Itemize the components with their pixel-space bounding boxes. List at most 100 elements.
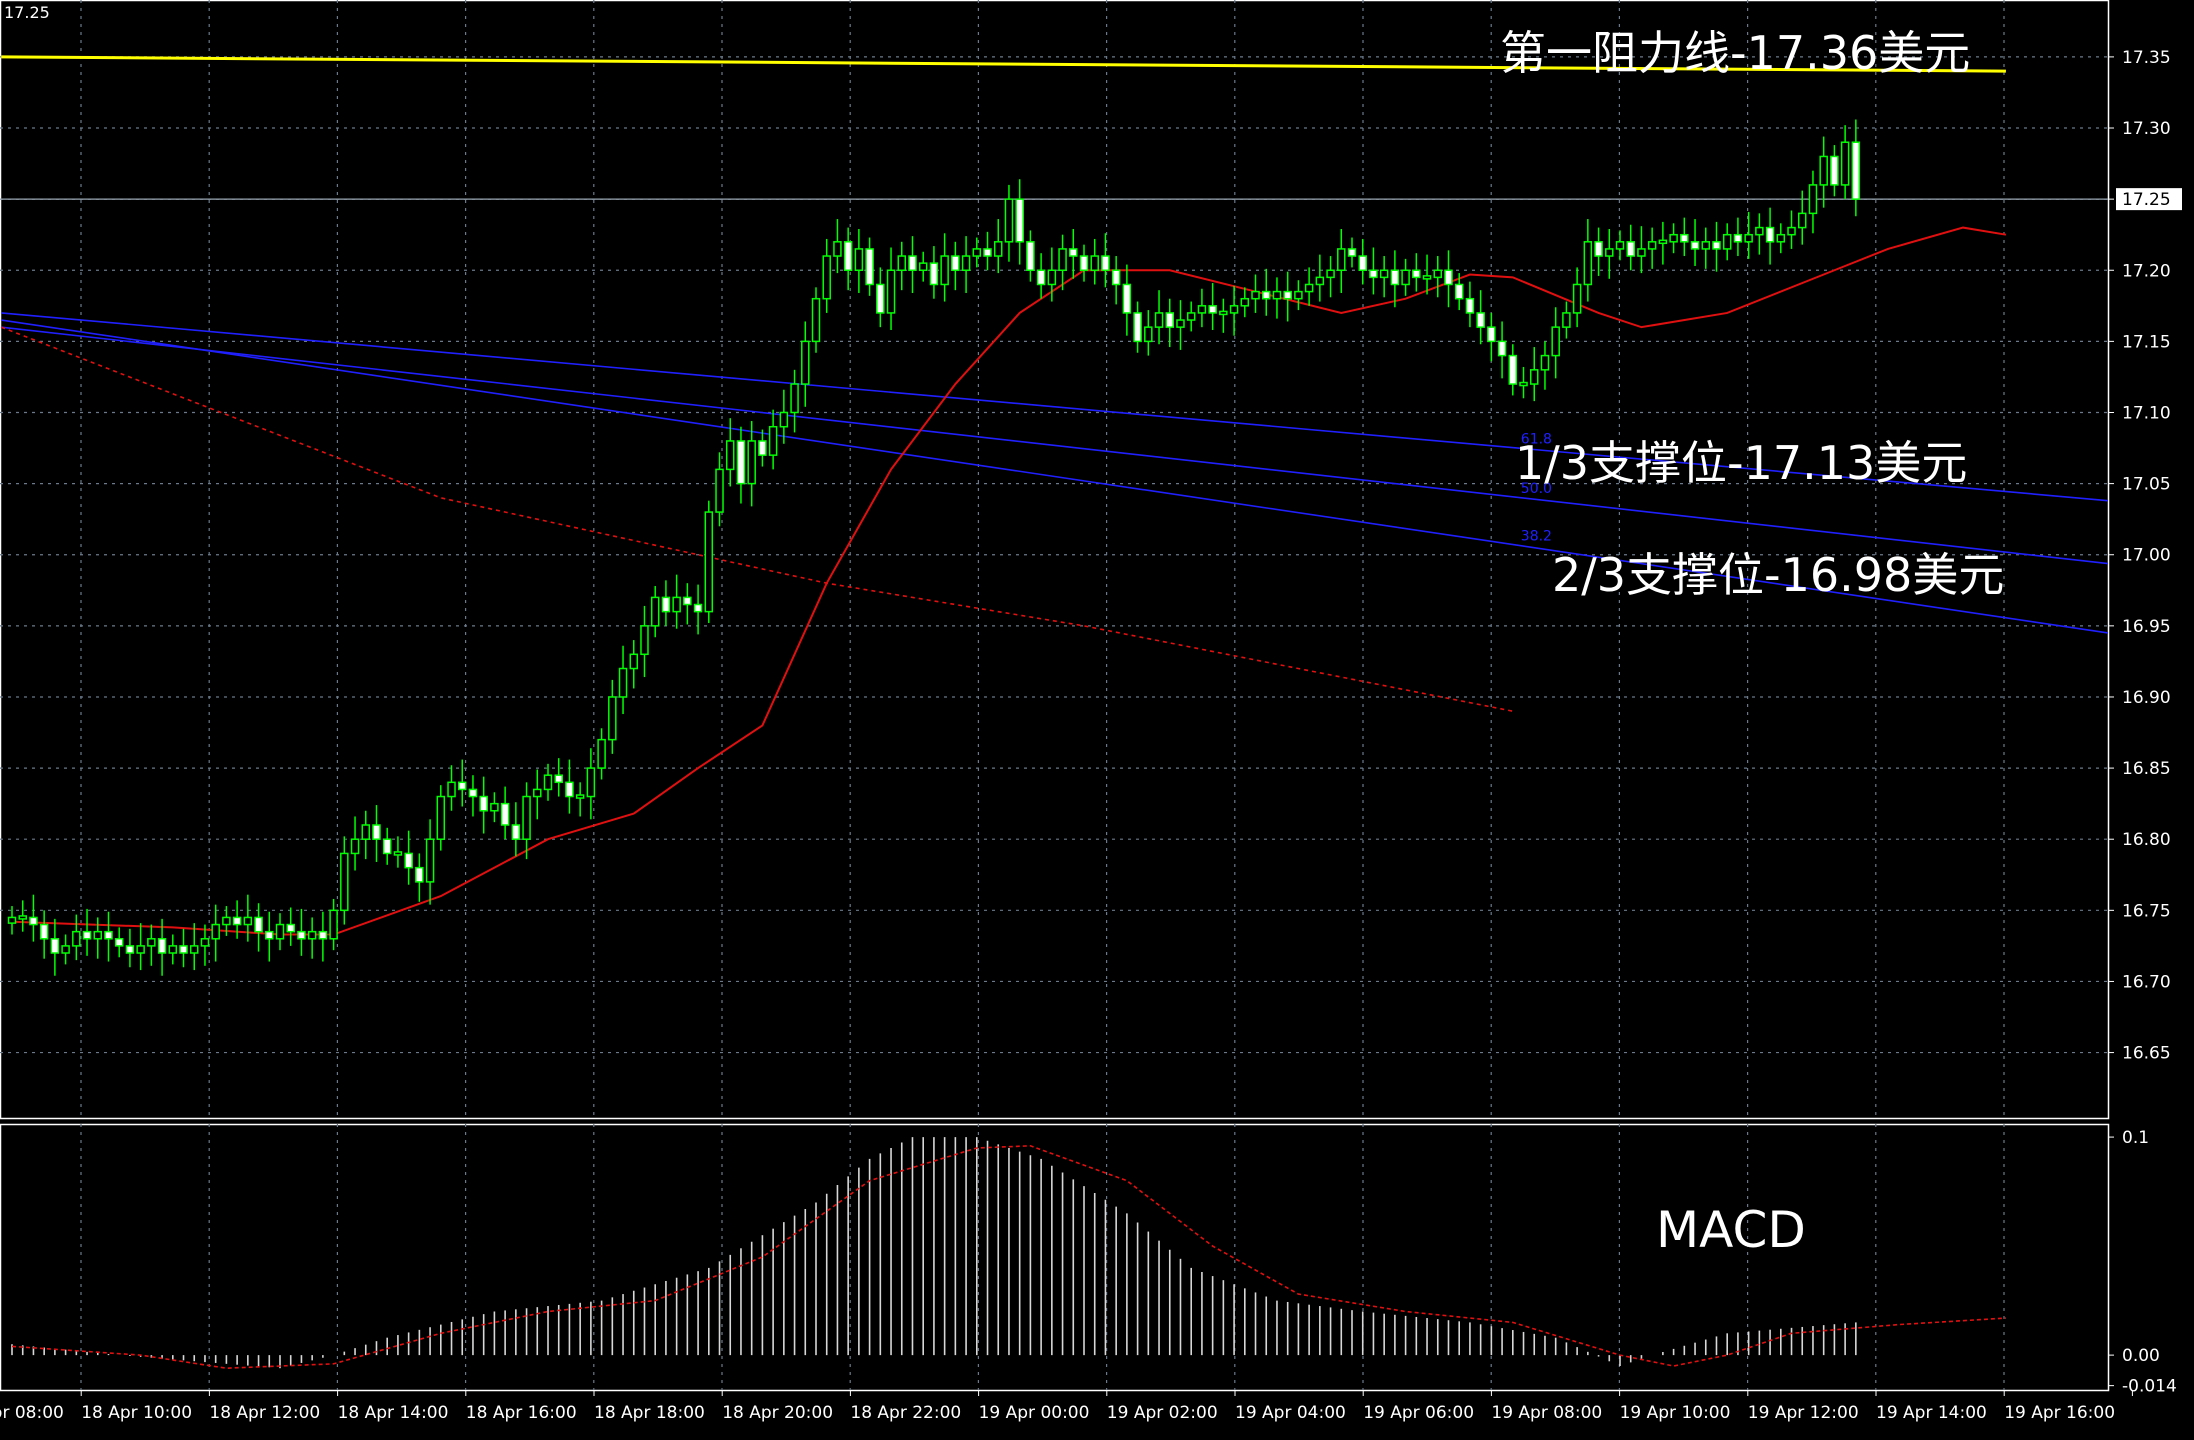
- candle-body: [736, 440, 746, 485]
- candle-body: [1519, 381, 1528, 387]
- fib-line-38-2: [1, 319, 2109, 634]
- candle-body: [1015, 198, 1024, 243]
- candle-body: [618, 667, 628, 698]
- candle-body: [1058, 248, 1067, 272]
- candle-body: [1797, 212, 1807, 229]
- price-axis: 17.35 17.30 17.25 17.20 17.15 17.10 17.05 17.00…: [2108, 48, 2182, 1064]
- candle-body: [50, 938, 60, 954]
- candle-body: [179, 945, 188, 954]
- candle-body: [1412, 269, 1421, 279]
- candle-body: [307, 930, 317, 940]
- candle-body: [1272, 290, 1282, 300]
- candle-body: [479, 795, 488, 812]
- candle-body: [1830, 155, 1839, 186]
- candle-body: [1776, 233, 1786, 243]
- candle-body: [136, 945, 145, 954]
- candle-body: [1701, 241, 1711, 250]
- time-tick-label: 18 Apr 22:00: [850, 1403, 961, 1423]
- candle-body: [200, 938, 210, 947]
- candle-body: [1669, 233, 1678, 243]
- candle-body: [1487, 326, 1496, 343]
- price-tick-label: 16.90: [2122, 688, 2171, 708]
- candle-body: [1326, 269, 1335, 279]
- candle-body: [125, 945, 135, 954]
- candle-body: [650, 596, 660, 627]
- candle-body: [1358, 255, 1367, 272]
- candle-body: [1433, 269, 1443, 279]
- candle-body: [222, 916, 231, 926]
- current-price-label: 17.25: [2122, 190, 2171, 210]
- candle-body: [672, 596, 681, 613]
- candle-body: [1572, 283, 1582, 314]
- price-tick-label: 17.35: [2122, 48, 2171, 68]
- candle-body: [876, 283, 885, 314]
- candle-body: [1369, 269, 1378, 279]
- fib-level-label: 61.8: [1521, 432, 1552, 448]
- candle-body: [340, 852, 349, 912]
- candle-body: [1347, 248, 1357, 257]
- candle-body: [1755, 226, 1764, 236]
- candle-body: [715, 468, 724, 513]
- fib-line-61-8: [1, 312, 2109, 502]
- price-tick-label: 17.05: [2122, 475, 2171, 495]
- candle-body: [811, 297, 821, 343]
- overlay-lines: 61.8 50.0 38.2: [0, 55, 2109, 936]
- candle-body: [297, 930, 306, 940]
- time-tick-label: 19 Apr 16:00: [2004, 1403, 2115, 1423]
- candle-body: [82, 930, 92, 940]
- time-tick-label: 19 Apr 14:00: [1876, 1403, 1987, 1423]
- price-tick-label: 16.95: [2122, 617, 2171, 637]
- candle-body: [1690, 241, 1700, 250]
- candle-body: [683, 596, 692, 606]
- macd-grid: [0, 1123, 2110, 1392]
- time-tick-label: 19 Apr 02:00: [1107, 1403, 1218, 1423]
- candle-body: [693, 603, 703, 613]
- candle-body: [72, 930, 81, 947]
- candle-body: [1851, 141, 1861, 200]
- price-tick-label: 16.85: [2122, 759, 2171, 779]
- time-tick-label: 18 Apr 20:00: [722, 1403, 833, 1423]
- candle-body: [243, 916, 253, 926]
- candle-body: [382, 838, 392, 855]
- macd-signal-line: [11, 1144, 2006, 1369]
- candle-body: [1004, 198, 1014, 243]
- candle-body: [908, 255, 917, 272]
- price-tick-label: 17.20: [2122, 261, 2171, 281]
- candle-body: [1251, 290, 1260, 300]
- candle-body: [1508, 354, 1518, 385]
- candle-body: [790, 383, 799, 414]
- price-tick-label: 17.15: [2122, 332, 2171, 352]
- fib-level-label: 50.0: [1521, 481, 1552, 497]
- time-tick-label: 18 Apr 08:00: [0, 1403, 64, 1423]
- candle-body: [1197, 305, 1207, 314]
- price-tick-label: 16.65: [2122, 1044, 2171, 1064]
- candle-body: [758, 440, 767, 456]
- candle-body: [1787, 226, 1796, 236]
- resistance-line: [1, 55, 2006, 73]
- candle-body: [1026, 241, 1035, 272]
- candle-body: [533, 788, 542, 798]
- candle-body: [1133, 312, 1142, 343]
- candle-body: [1090, 255, 1099, 272]
- time-tick-label: 19 Apr 06:00: [1363, 1403, 1474, 1423]
- candle-body: [1240, 297, 1250, 307]
- candle-body: [93, 930, 103, 940]
- candle-body: [768, 425, 778, 456]
- time-tick-label: 18 Apr 12:00: [209, 1403, 320, 1423]
- candle-body: [457, 781, 467, 791]
- current-price-corner: 17.25: [4, 3, 50, 22]
- candle-body: [436, 795, 446, 840]
- candle-body: [511, 824, 521, 840]
- time-tick-label: 18 Apr 18:00: [594, 1403, 705, 1423]
- fib-line-50-0: [1, 326, 2109, 565]
- candle-body: [1283, 290, 1292, 300]
- candle-body: [29, 916, 38, 926]
- macd-plot-frame: [0, 1123, 2110, 1392]
- candle-body: [522, 795, 531, 840]
- candle-body: [779, 411, 789, 428]
- main-plot-frame: [0, 0, 2110, 1120]
- candle-body: [704, 511, 714, 613]
- candle-body: [61, 945, 70, 954]
- candle-body: [1476, 312, 1485, 328]
- candle-body: [801, 340, 810, 385]
